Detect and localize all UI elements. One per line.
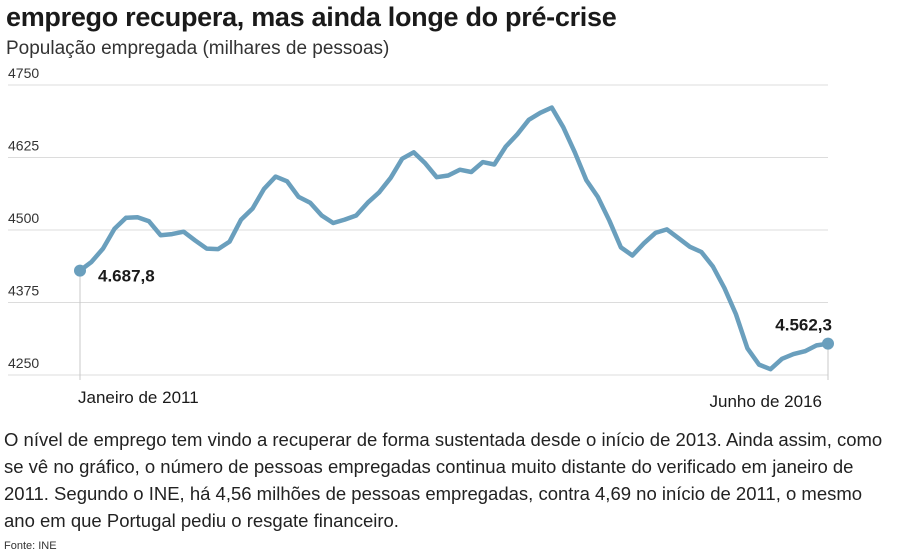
- y-tick-label: 4250: [8, 355, 39, 371]
- y-tick-label: 4750: [8, 65, 39, 81]
- employment-line-chart: 4750 4625 4500 4375 4250 Janeiro de 2011 Jun…: [8, 65, 834, 411]
- source-note: Fonte: INE: [4, 540, 57, 552]
- first-value-label: 4.687,8: [98, 267, 155, 286]
- series-line: [77, 105, 831, 372]
- y-tick-label: 4375: [8, 283, 39, 299]
- x-start-label: Janeiro de 2011: [78, 388, 199, 407]
- y-tick-label: 4625: [8, 138, 39, 154]
- y-tick-label: 4500: [8, 210, 39, 226]
- last-value-label: 4.562,3: [775, 316, 832, 335]
- page-title: emprego recupera, mas ainda longe do pré…: [6, 2, 617, 32]
- chart-subtitle: População empregada (milhares de pessoas…: [6, 38, 390, 59]
- start-point-marker: [74, 264, 86, 277]
- x-end-label: Junho de 2016: [710, 392, 823, 411]
- end-point-marker: [822, 337, 834, 350]
- chart-caption: O nível de emprego tem vindo a recuperar…: [4, 429, 883, 531]
